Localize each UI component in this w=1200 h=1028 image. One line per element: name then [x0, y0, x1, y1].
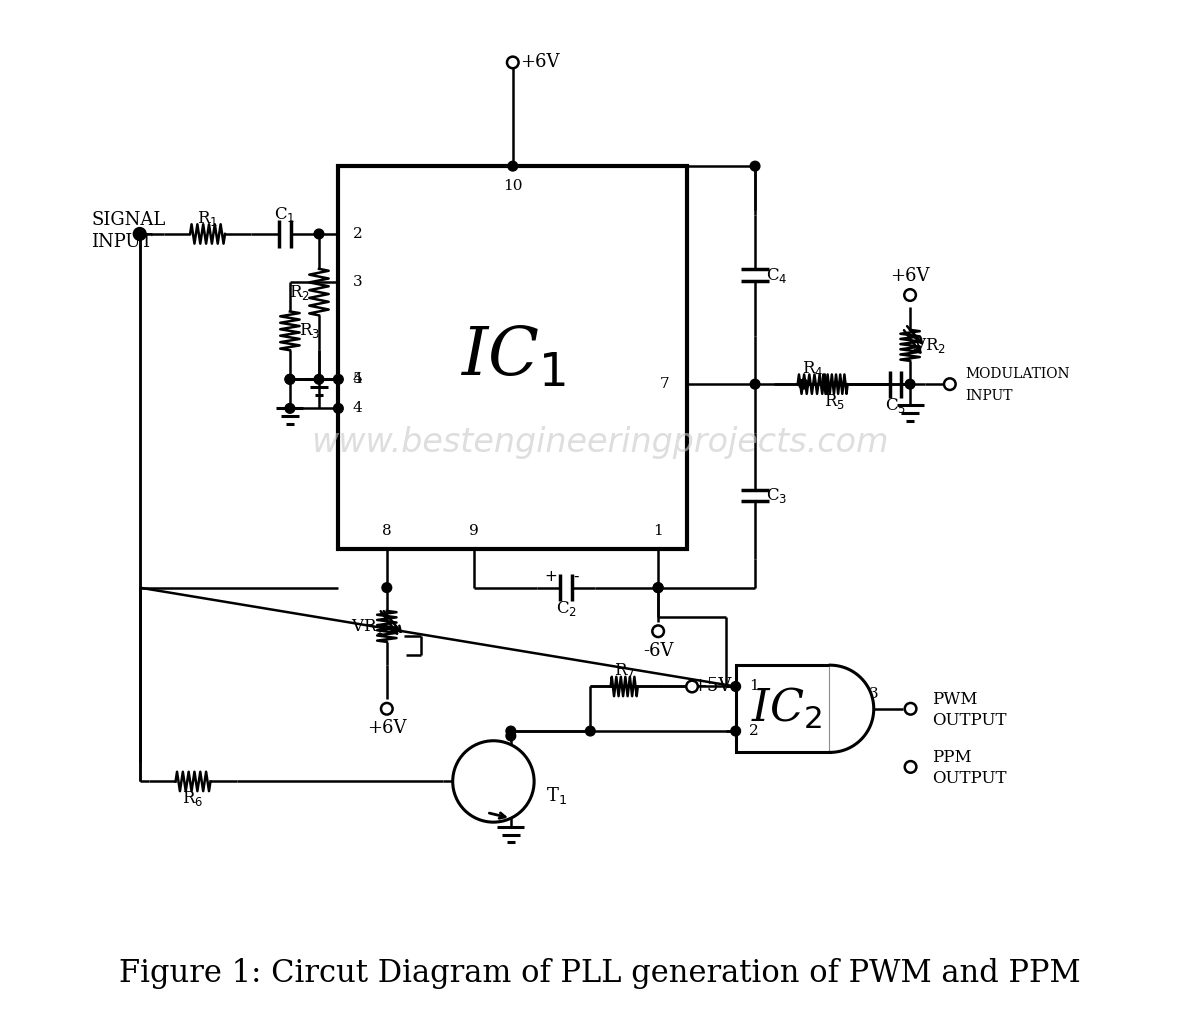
- Text: www.bestengineeringprojects.com: www.bestengineeringprojects.com: [311, 426, 889, 458]
- Circle shape: [905, 379, 914, 389]
- Circle shape: [905, 761, 917, 773]
- Circle shape: [731, 682, 740, 691]
- Text: R$_1$: R$_1$: [197, 209, 218, 228]
- Circle shape: [506, 731, 516, 741]
- Circle shape: [653, 625, 664, 637]
- Text: 5: 5: [353, 372, 362, 387]
- Wedge shape: [830, 665, 874, 752]
- Text: 2: 2: [353, 227, 362, 241]
- Circle shape: [134, 229, 144, 238]
- Circle shape: [334, 374, 343, 384]
- Text: IC$_2$: IC$_2$: [751, 686, 822, 731]
- Circle shape: [944, 378, 955, 390]
- Text: OUTPUT: OUTPUT: [932, 770, 1007, 787]
- Circle shape: [314, 229, 324, 238]
- Text: 10: 10: [503, 179, 522, 192]
- Text: R$_3$: R$_3$: [299, 322, 320, 340]
- Text: C$_2$: C$_2$: [556, 599, 577, 619]
- Circle shape: [286, 374, 295, 384]
- Text: SIGNAL: SIGNAL: [91, 212, 166, 229]
- Circle shape: [452, 741, 534, 822]
- Text: +6V: +6V: [890, 266, 930, 285]
- Bar: [736, 665, 830, 752]
- Circle shape: [382, 703, 392, 714]
- Text: R$_5$: R$_5$: [824, 392, 846, 411]
- Circle shape: [286, 374, 295, 384]
- Text: 8: 8: [382, 524, 391, 539]
- Text: T$_1$: T$_1$: [546, 785, 566, 807]
- Text: 4: 4: [353, 401, 362, 415]
- Text: R$_6$: R$_6$: [182, 790, 204, 808]
- Text: VR$_2$: VR$_2$: [913, 336, 946, 355]
- Text: +6V: +6V: [367, 720, 407, 737]
- Text: 7: 7: [660, 377, 670, 391]
- Circle shape: [586, 726, 595, 736]
- Text: 2: 2: [749, 724, 758, 738]
- Circle shape: [799, 379, 809, 389]
- Circle shape: [506, 726, 516, 736]
- Circle shape: [506, 57, 518, 68]
- Circle shape: [750, 161, 760, 171]
- Circle shape: [750, 379, 760, 389]
- Text: C$_3$: C$_3$: [766, 486, 787, 505]
- Text: IC$_1$: IC$_1$: [460, 325, 566, 391]
- Circle shape: [653, 583, 662, 592]
- Text: PWM: PWM: [932, 691, 977, 707]
- Text: C$_5$: C$_5$: [884, 396, 906, 415]
- Text: C$_1$: C$_1$: [275, 205, 295, 224]
- Text: R$_4$: R$_4$: [803, 359, 824, 378]
- Circle shape: [508, 161, 517, 171]
- Text: 1: 1: [653, 524, 664, 539]
- Text: 1: 1: [749, 680, 758, 694]
- Text: 9: 9: [469, 524, 479, 539]
- Circle shape: [134, 228, 145, 240]
- Text: +: +: [545, 568, 557, 584]
- Text: 4: 4: [353, 372, 362, 387]
- Circle shape: [382, 583, 391, 592]
- Text: 3: 3: [869, 688, 878, 701]
- Text: INPUT: INPUT: [91, 232, 152, 251]
- Circle shape: [731, 726, 740, 736]
- Circle shape: [686, 681, 698, 692]
- Circle shape: [286, 404, 295, 413]
- Text: VR$_1$: VR$_1$: [350, 617, 384, 636]
- Text: -6V: -6V: [643, 641, 673, 660]
- Text: INPUT: INPUT: [965, 389, 1013, 403]
- Text: +5V: +5V: [691, 677, 731, 696]
- Circle shape: [653, 583, 662, 592]
- Text: +6V: +6V: [520, 53, 559, 71]
- Text: -: -: [574, 568, 578, 584]
- Circle shape: [905, 703, 917, 714]
- Bar: [338, 167, 688, 549]
- Text: 3: 3: [353, 276, 362, 290]
- Text: R$_7$: R$_7$: [613, 661, 635, 681]
- Text: PPM: PPM: [932, 748, 972, 766]
- Text: OUTPUT: OUTPUT: [932, 712, 1007, 729]
- Text: Figure 1: Circut Diagram of PLL generation of PWM and PPM: Figure 1: Circut Diagram of PLL generati…: [119, 958, 1081, 989]
- Text: MODULATION: MODULATION: [965, 367, 1070, 381]
- Circle shape: [314, 374, 324, 384]
- Circle shape: [334, 404, 343, 413]
- Text: C$_4$: C$_4$: [766, 265, 787, 285]
- Circle shape: [905, 289, 916, 301]
- Text: R$_2$: R$_2$: [289, 283, 310, 301]
